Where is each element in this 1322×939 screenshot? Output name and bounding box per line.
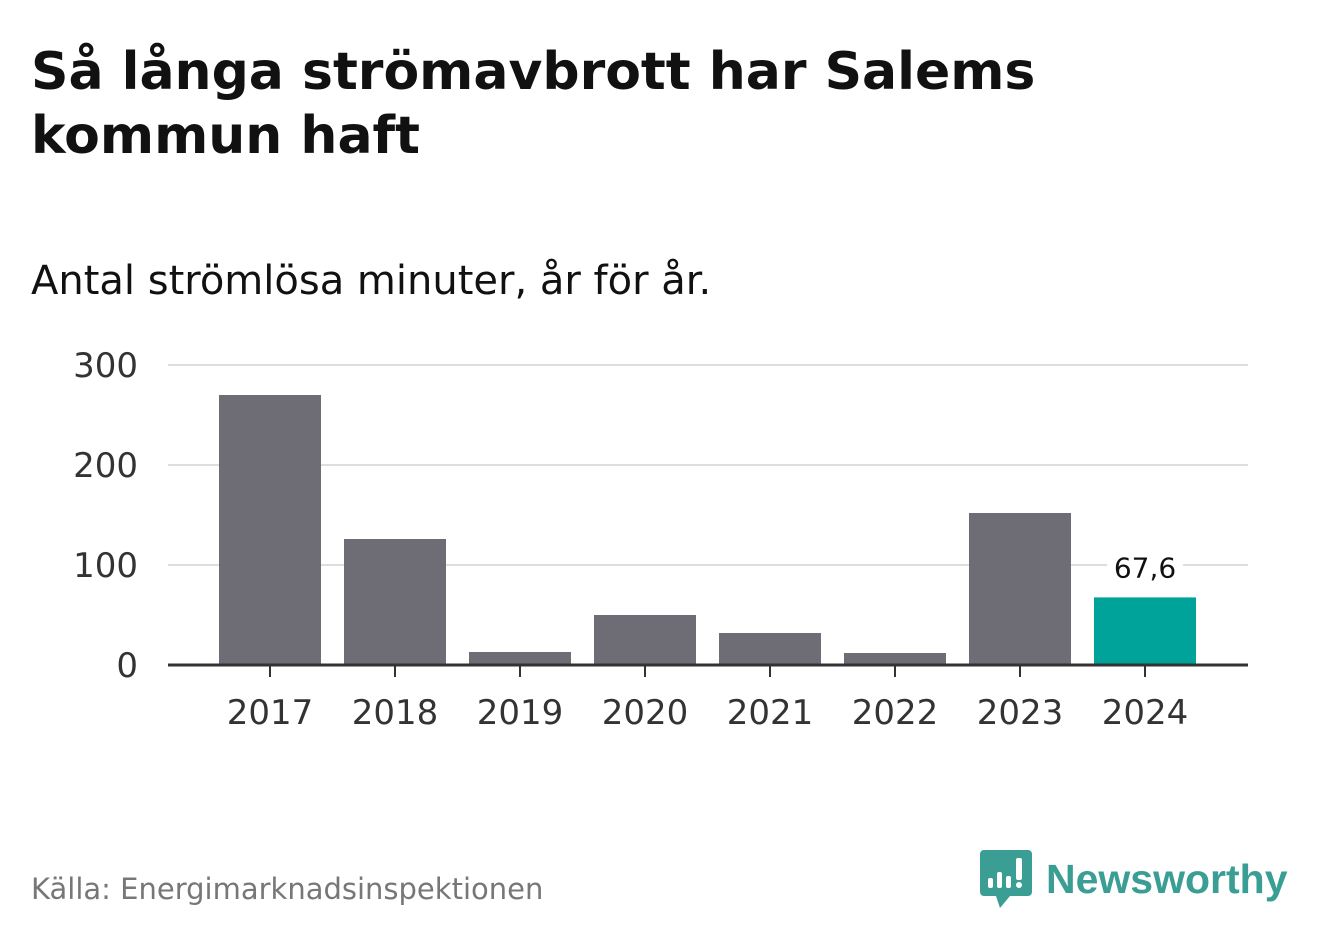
bar-2024 bbox=[1094, 597, 1196, 665]
bar-2018 bbox=[344, 539, 446, 665]
chart-title: Så långa strömavbrott har Salems kommun … bbox=[31, 42, 1036, 166]
chart-subtitle: Antal strömlösa minuter, år för år. bbox=[31, 258, 712, 304]
x-tick-label: 2017 bbox=[227, 693, 314, 733]
bar-2017 bbox=[219, 395, 321, 665]
y-tick-label: 200 bbox=[73, 446, 138, 486]
y-tick-label: 100 bbox=[73, 546, 138, 586]
bar-2020 bbox=[594, 615, 696, 665]
logo-icon bbox=[980, 850, 1032, 908]
x-tick-label: 2024 bbox=[1102, 693, 1189, 733]
data-label: 67,6 bbox=[1114, 551, 1176, 584]
x-tick-label: 2023 bbox=[977, 693, 1064, 733]
bar-2019 bbox=[469, 652, 571, 665]
x-tick-label: 2018 bbox=[352, 693, 439, 733]
x-tick-label: 2020 bbox=[602, 693, 689, 733]
x-tick-label: 2022 bbox=[852, 693, 939, 733]
x-tick-label: 2019 bbox=[477, 693, 564, 733]
data-label-bg bbox=[1107, 551, 1183, 586]
bar-2023 bbox=[969, 513, 1071, 665]
logo-text: Newsworthy bbox=[1046, 855, 1288, 902]
x-tick-label: 2021 bbox=[727, 693, 814, 733]
y-tick-label: 300 bbox=[73, 346, 138, 386]
bar-2021 bbox=[719, 633, 821, 665]
newsworthy-logo: Newsworthy bbox=[980, 850, 1288, 908]
source-note: Källa: Energimarknadsinspektionen bbox=[31, 872, 544, 906]
y-tick-label: 0 bbox=[116, 646, 138, 686]
bar-2022 bbox=[844, 653, 946, 665]
